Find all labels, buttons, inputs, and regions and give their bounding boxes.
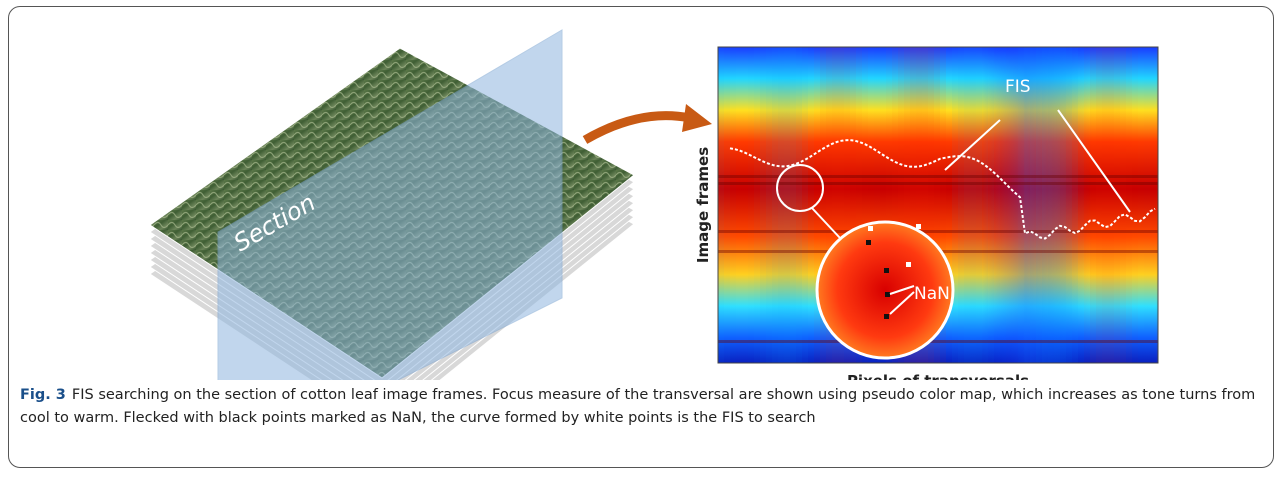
heat-streak [1144, 47, 1150, 363]
heat-band [718, 182, 1158, 185]
heat-streak [1132, 47, 1138, 363]
fis-label: FIS [1005, 77, 1031, 97]
heat-streak [1156, 47, 1162, 363]
heat-streak [1048, 47, 1054, 363]
heat-streak [808, 47, 814, 363]
heat-streak [748, 47, 754, 363]
nan-label: NaN [914, 284, 950, 304]
heat-streak [1114, 47, 1120, 363]
arrow-head [682, 104, 712, 132]
heat-streak [772, 47, 778, 363]
heat-streak [1060, 47, 1066, 363]
heat-streak [1072, 47, 1078, 363]
heat-streak [952, 47, 958, 363]
heat-streak [766, 47, 772, 363]
heat-streak [742, 47, 748, 363]
heat-streak [1042, 47, 1048, 363]
heat-streak [1096, 47, 1102, 363]
heat-streak [1102, 47, 1108, 363]
heat-streak [1138, 47, 1144, 363]
heat-streak [976, 47, 982, 363]
heat-streak [724, 47, 730, 363]
figure-art: Section FIS NaN Image frames Pixels of t… [0, 0, 1284, 380]
heat-streak [1078, 47, 1084, 363]
heat-streak [1030, 47, 1036, 363]
heat-band [718, 340, 1158, 343]
heat-streak [982, 47, 988, 363]
heat-streak [970, 47, 976, 363]
heat-streak [1150, 47, 1156, 363]
heat-band [718, 230, 1158, 233]
caption-label: Fig. 3 [20, 387, 66, 403]
x-axis-label: Pixels of transversals [847, 372, 1029, 380]
heat-streak [1084, 47, 1090, 363]
caption-text: FIS searching on the section of cotton l… [20, 387, 1255, 426]
heat-streak [994, 47, 1000, 363]
heat-streak [1036, 47, 1042, 363]
heat-streak [1126, 47, 1132, 363]
heat-streak [754, 47, 760, 363]
heat-streak [1108, 47, 1114, 363]
y-axis-label: Image frames [694, 147, 712, 263]
heat-streak [760, 47, 766, 363]
heat-streak [730, 47, 736, 363]
heat-streak [718, 47, 724, 363]
heat-streak [1054, 47, 1060, 363]
heat-streak [802, 47, 808, 363]
heat-streak [988, 47, 994, 363]
heat-streak [964, 47, 970, 363]
heat-streak [790, 47, 796, 363]
arrow [585, 116, 690, 140]
heat-streak [1066, 47, 1072, 363]
heat-streak [1090, 47, 1096, 363]
heat-streak [736, 47, 742, 363]
heat-band [718, 175, 1158, 178]
page: Section FIS NaN Image frames Pixels of t… [0, 0, 1284, 477]
heat-streak [958, 47, 964, 363]
heat-streak [796, 47, 802, 363]
